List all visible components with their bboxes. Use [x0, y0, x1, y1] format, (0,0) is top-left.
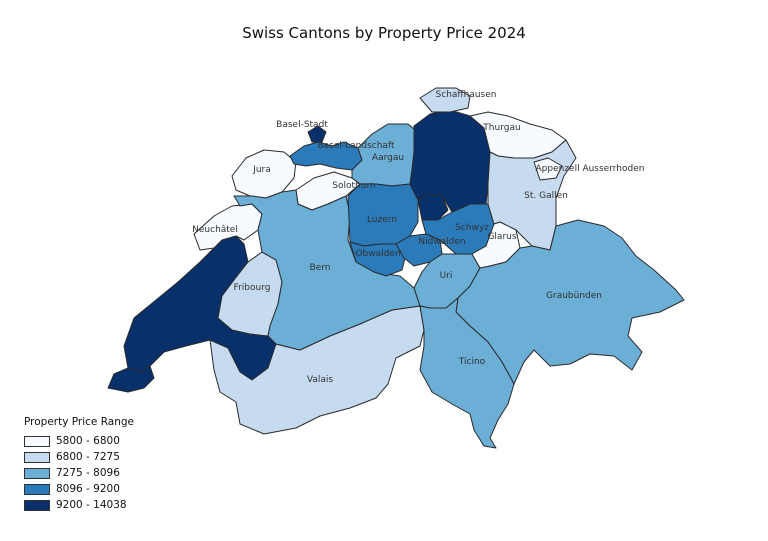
canton-label-obwalden: Obwalden	[355, 249, 400, 259]
legend-item: 9200 - 14038	[24, 497, 134, 513]
canton-label-valais: Valais	[307, 375, 333, 385]
canton-schaffhausen[interactable]	[419, 87, 471, 113]
canton-label-bern: Bern	[310, 263, 331, 273]
canton-label-neuchatel: Neuchâtel	[192, 225, 238, 235]
legend-swatch	[24, 499, 50, 511]
canton-label-jura: Jura	[252, 165, 271, 175]
canton-label-aargau: Aargau	[372, 153, 404, 163]
canton-label-fribourg: Fribourg	[234, 283, 271, 293]
legend-label: 5800 - 6800	[56, 435, 120, 447]
canton-label-appenzell-ausserrhoden: Appenzell Ausserrhoden	[536, 164, 645, 174]
canton-appenzell-ausserrhoden[interactable]	[533, 157, 563, 181]
canton-label-ticino: Ticino	[458, 357, 486, 367]
canton-jura[interactable]	[231, 149, 297, 199]
canton-obwalden[interactable]	[349, 241, 407, 277]
legend: Property Price Range 5800 - 6800 6800 - …	[24, 416, 134, 513]
legend-item: 5800 - 6800	[24, 433, 134, 449]
canton-label-nidwalden: Nidwalden	[418, 237, 465, 247]
legend-label: 9200 - 14038	[56, 499, 127, 511]
legend-label: 8096 - 9200	[56, 483, 120, 495]
legend-item: 8096 - 9200	[24, 481, 134, 497]
canton-neuchatel[interactable]	[193, 203, 263, 251]
legend-item: 6800 - 7275	[24, 449, 134, 465]
canton-label-basel-stadt: Basel-Stadt	[276, 120, 328, 130]
legend-swatch	[24, 435, 50, 447]
legend-swatch	[24, 451, 50, 463]
canton-valais[interactable]	[209, 305, 425, 435]
canton-label-glarus: Glarus	[487, 232, 516, 242]
legend-label: 7275 - 8096	[56, 467, 120, 479]
legend-item: 7275 - 8096	[24, 465, 134, 481]
canton-label-uri: Uri	[440, 271, 453, 281]
canton-ticino[interactable]	[419, 297, 515, 449]
canton-basel-stadt[interactable]	[307, 125, 327, 143]
canton-label-schwyz: Schwyz	[455, 223, 489, 233]
legend-label: 6800 - 7275	[56, 451, 120, 463]
canton-zurich[interactable]	[409, 109, 491, 213]
canton-label-solothurn: Solothurn	[332, 181, 375, 191]
canton-geneva[interactable]	[107, 365, 155, 393]
canton-label-graubunden: Graubünden	[546, 291, 602, 301]
legend-title: Property Price Range	[24, 416, 134, 428]
canton-labels: Valais Fribourg Neuchâtel Jura Bern Solothurn…	[192, 90, 644, 385]
legend-swatch	[24, 467, 50, 479]
canton-label-luzern: Luzern	[367, 215, 397, 225]
legend-swatch	[24, 483, 50, 495]
canton-label-thurgau: Thurgau	[482, 123, 520, 133]
canton-label-schaffhausen: Schaffhausen	[436, 90, 497, 100]
map-title: Swiss Cantons by Property Price 2024	[242, 24, 526, 42]
canton-label-basel-landschaft: Basel-Landschaft	[317, 141, 394, 151]
canton-bern[interactable]	[233, 189, 421, 351]
canton-label-st-gallen: St. Gallen	[524, 191, 568, 201]
